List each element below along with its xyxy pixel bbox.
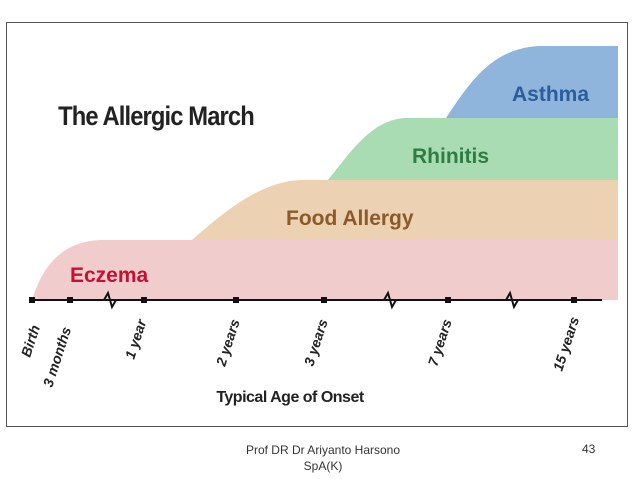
- stage-label-rhinitis: Rhinitis: [412, 145, 489, 168]
- page-number: 43: [582, 442, 596, 456]
- stage-label-eczema: Eczema: [70, 264, 149, 287]
- eczema-band: [32, 240, 618, 300]
- footer-author-line1: Prof DR Dr Ariyanto Harsono: [245, 443, 401, 457]
- tick-label-15-years: 15 years: [550, 314, 583, 372]
- tick-label-7-years: 7 years: [425, 317, 455, 368]
- diagram-title: The Allergic March: [58, 102, 254, 132]
- axis-break-1: [103, 290, 117, 310]
- tick-label-1-year: 1 year: [122, 316, 150, 361]
- tick-marker-3-years: [321, 297, 327, 303]
- stage-label-food-allergy: Food Allergy: [286, 207, 414, 230]
- food-allergy-band: [192, 180, 618, 240]
- tick-label-3-years: 3 years: [301, 317, 331, 368]
- tick-marker-7-years: [445, 297, 451, 303]
- tick-label-2-years: 2 years: [212, 317, 243, 369]
- footer-author-line2: SpA(K): [303, 459, 343, 473]
- tick-marker-1-year: [141, 297, 147, 303]
- tick-marker-3-months: [67, 297, 73, 303]
- axis-break-3: [505, 290, 519, 310]
- asthma-band: [446, 46, 618, 118]
- axis-break-2: [383, 290, 397, 310]
- stage-label-asthma: Asthma: [512, 83, 589, 106]
- tick-label-birth: Birth: [18, 323, 43, 359]
- tick-marker-2-years: [233, 297, 239, 303]
- footer-author: Prof DR Dr Ariyanto Harsono SpA(K): [228, 442, 418, 474]
- rhinitis-band: [328, 118, 618, 180]
- tick-marker-15-years: [571, 297, 577, 303]
- tick-marker-birth: [29, 297, 35, 303]
- axis-label: Typical Age of Onset: [216, 389, 365, 406]
- tick-label-3-months: 3 months: [40, 325, 75, 389]
